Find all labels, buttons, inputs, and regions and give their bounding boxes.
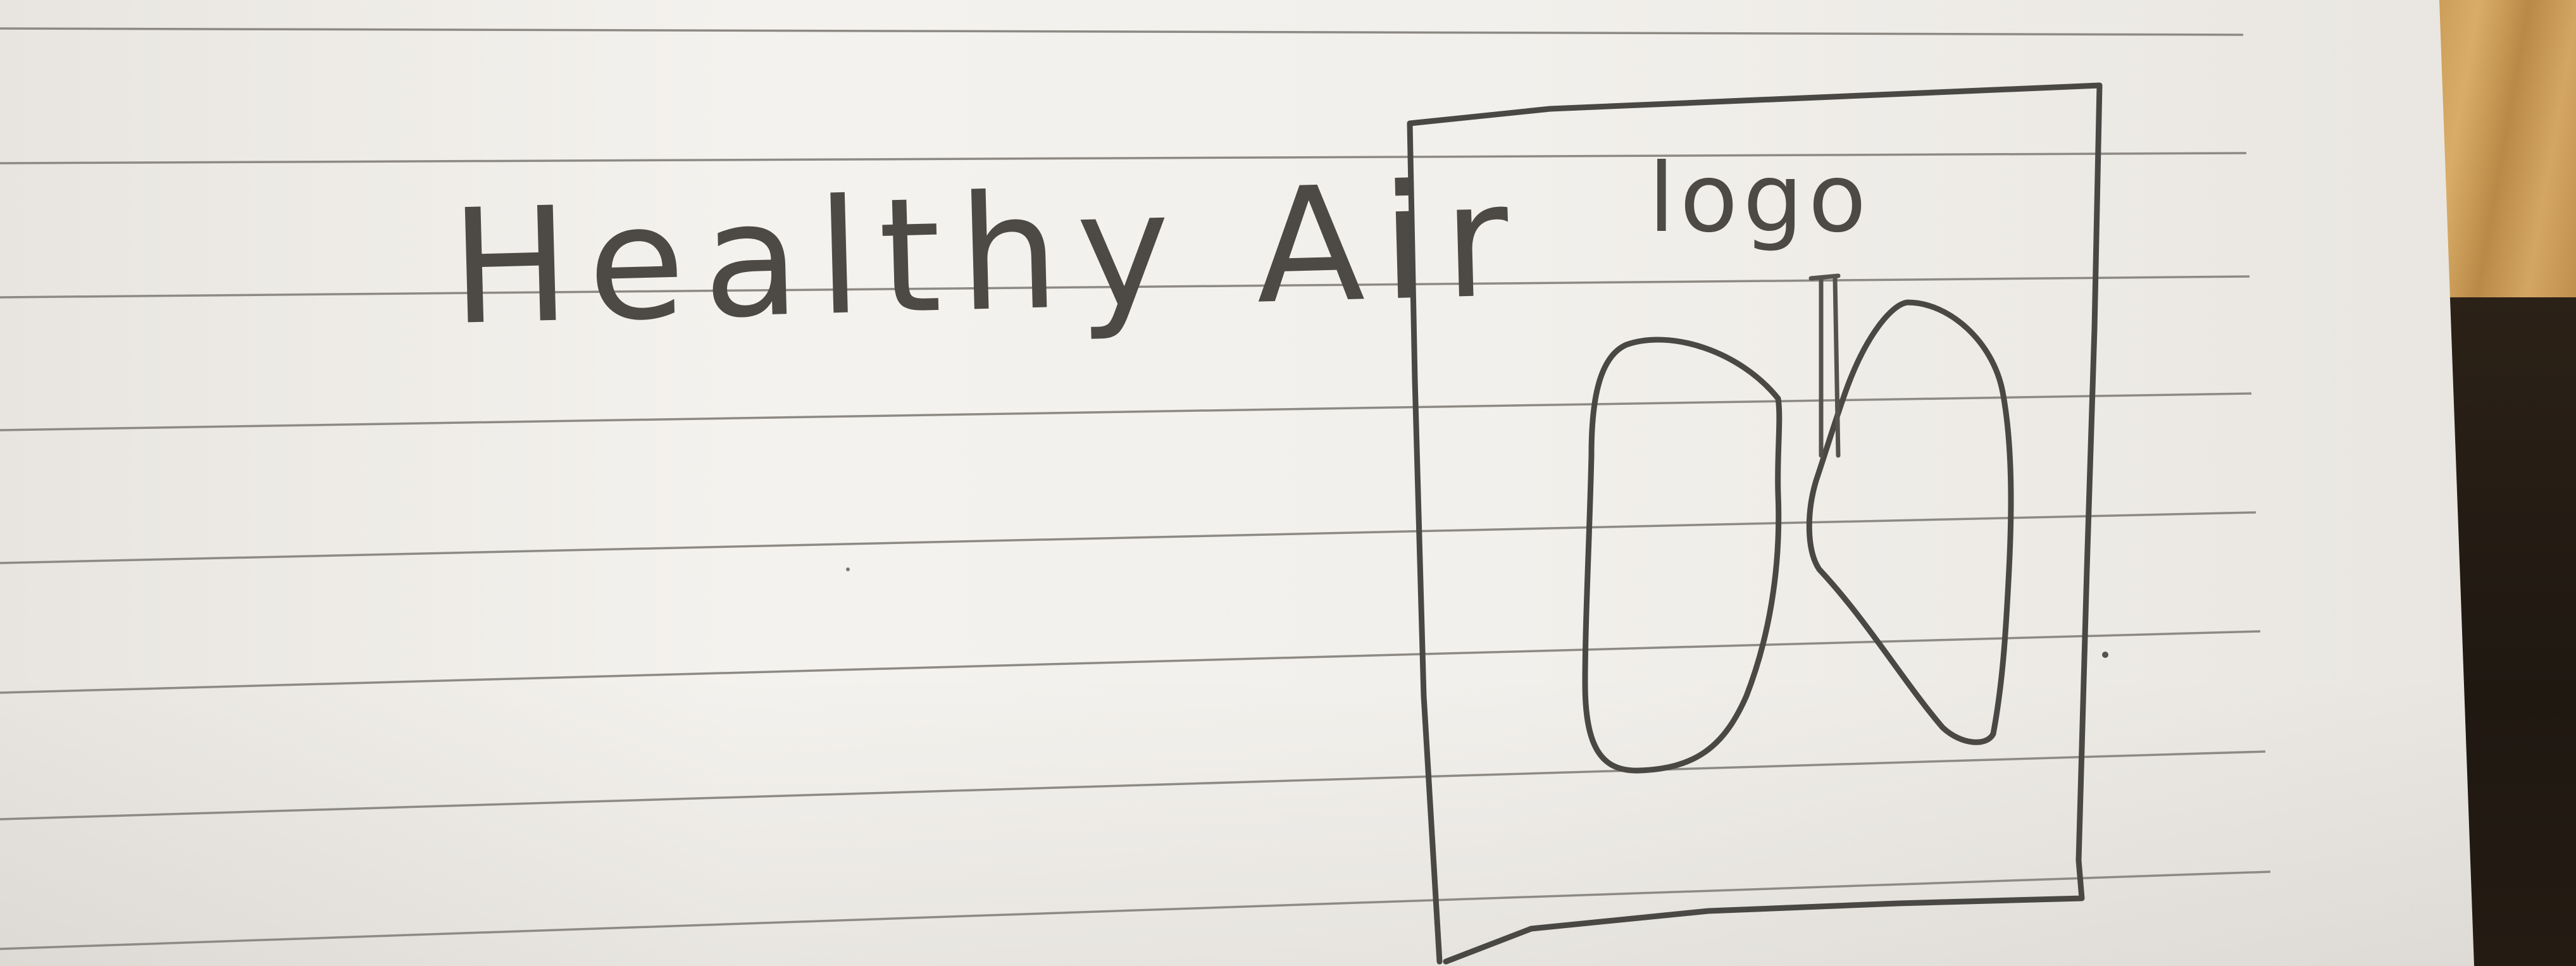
ruled-line [0,870,2271,950]
ruled-line [0,275,2250,299]
lungs-icon [1582,273,2014,774]
ruled-lines [0,27,2271,950]
ruled-line [0,392,2252,431]
ruled-line [0,750,2266,820]
logo-box [1407,82,2103,965]
ruled-line [0,152,2247,164]
ruled-line [0,511,2256,564]
ruled-line [0,630,2261,694]
wooden-table [2430,0,2576,297]
app-title: Healthy Air [449,148,1529,360]
ruled-line [0,27,2244,36]
pencil-dot [846,567,850,571]
logo-label: logo [1648,144,1871,254]
pencil-dot [2102,652,2108,658]
